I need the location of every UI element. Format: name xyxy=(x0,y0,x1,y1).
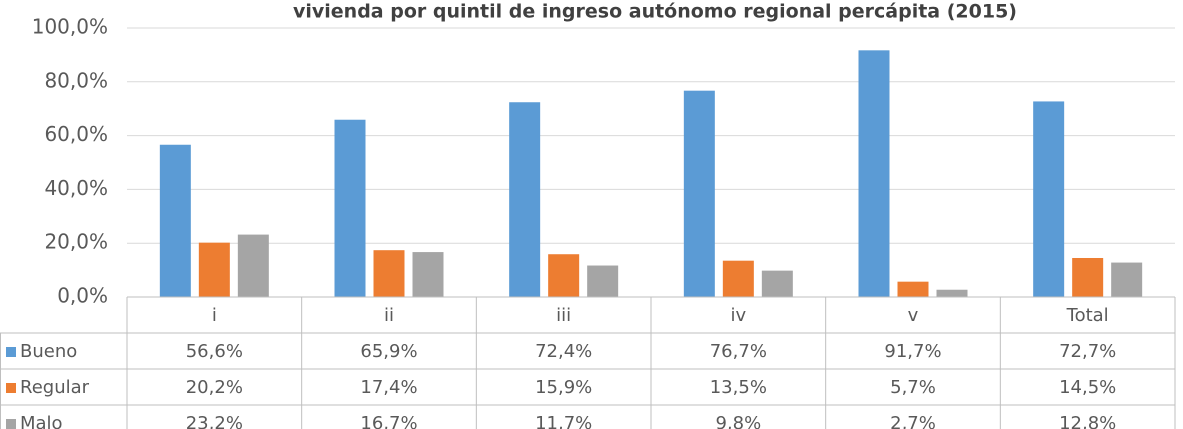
legend-swatch xyxy=(6,383,16,393)
data-label: 16,7% xyxy=(360,413,417,429)
bar xyxy=(198,242,230,297)
x-tick-label: ii xyxy=(384,305,394,326)
data-label: 65,9% xyxy=(360,341,417,362)
data-label: 15,9% xyxy=(535,377,592,398)
x-tick-label: iii xyxy=(556,305,571,326)
bar xyxy=(1111,262,1143,297)
chart-title: vivienda por quintil de ingreso autónomo… xyxy=(293,1,1017,23)
data-label: 11,7% xyxy=(535,413,592,429)
data-label: 56,6% xyxy=(186,341,243,362)
y-tick-label: 0,0% xyxy=(57,284,108,308)
data-label: 13,5% xyxy=(710,377,767,398)
bar xyxy=(237,234,269,297)
y-tick-label: 20,0% xyxy=(44,230,108,254)
legend-swatch xyxy=(6,347,16,357)
bar xyxy=(1072,257,1104,297)
bar xyxy=(858,50,890,298)
bar xyxy=(1033,101,1065,297)
x-tick-label: v xyxy=(908,305,919,326)
y-tick-label: 60,0% xyxy=(44,122,108,146)
y-tick-label: 100,0% xyxy=(32,15,108,39)
bar xyxy=(722,260,754,297)
data-label: 23,2% xyxy=(186,413,243,429)
bar xyxy=(373,250,405,297)
data-label: 2,7% xyxy=(890,413,936,429)
data-label: 72,4% xyxy=(535,341,592,362)
data-label: 20,2% xyxy=(186,377,243,398)
legend-label: Malo xyxy=(20,413,63,429)
legend-label: Regular xyxy=(20,377,90,398)
bar xyxy=(548,254,580,297)
x-tick-label: iv xyxy=(731,305,747,326)
bar xyxy=(936,289,968,297)
data-label: 76,7% xyxy=(710,341,767,362)
bar xyxy=(897,281,929,297)
y-tick-label: 40,0% xyxy=(44,176,108,200)
data-label: 91,7% xyxy=(884,341,941,362)
bar xyxy=(412,252,444,297)
data-label: 9,8% xyxy=(715,413,761,429)
data-label: 17,4% xyxy=(360,377,417,398)
x-tick-label: Total xyxy=(1066,305,1109,326)
data-label: 5,7% xyxy=(890,377,936,398)
data-label: 14,5% xyxy=(1059,377,1116,398)
legend-label: Bueno xyxy=(20,341,77,362)
data-label: 72,7% xyxy=(1059,341,1116,362)
bar xyxy=(587,265,619,297)
data-label: 12,8% xyxy=(1059,413,1116,429)
bar xyxy=(159,144,191,297)
bar xyxy=(683,90,715,297)
bar xyxy=(509,102,541,297)
bar xyxy=(334,119,366,297)
y-tick-label: 80,0% xyxy=(44,68,108,92)
x-tick-label: i xyxy=(212,305,217,326)
bar xyxy=(761,270,793,297)
legend-swatch xyxy=(6,419,16,429)
